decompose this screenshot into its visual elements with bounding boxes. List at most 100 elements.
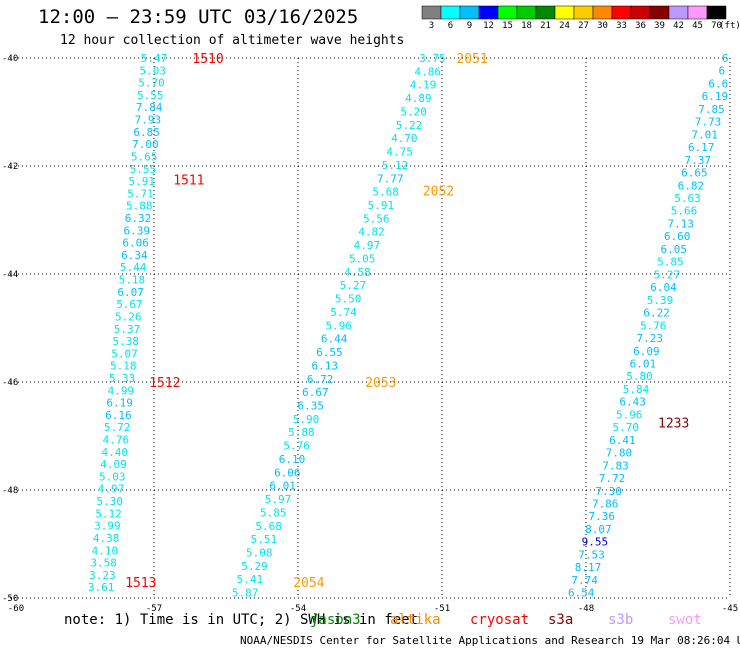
colorbar-swatch [687,5,708,20]
wave-height-value: 7.72 [599,472,626,485]
wave-height-value: 4.75 [386,146,413,159]
wave-height-value: 5.88 [288,426,315,439]
colorbar-swatch [516,5,537,20]
wave-height-value: 5.27 [654,268,681,281]
wave-height-value: 6.10 [279,453,306,466]
wave-height-value: 7.30 [595,485,622,498]
colorbar-label: 12 [483,21,494,31]
wave-height-value: 7.83 [602,459,629,472]
colorbar-label: 9 [466,21,473,31]
wave-height-value: 6.13 [312,359,339,372]
colorbar-label: 18 [521,21,532,31]
wave-height-value: 7.00 [132,138,159,151]
colorbar-label: 39 [654,21,665,31]
wave-height-value: 6.19 [702,90,729,103]
wave-height-value: 6.19 [106,397,133,410]
y-tick-label: -44 [2,270,18,280]
colorbar-swatch [706,5,727,20]
wave-height-value: 5.08 [246,547,273,560]
colorbar-label: 70 [711,21,722,31]
wave-height-value: 7.86 [592,498,619,511]
wave-height-value: 5.80 [626,370,653,383]
wave-height-value: 6.6 [708,77,728,90]
wave-height-value: 6.06 [274,466,301,479]
wave-height-value: 6.06 [122,237,149,250]
wave-height-value: 5.90 [293,413,320,426]
wave-height-value: 5.76 [283,440,310,453]
wave-height-value: 5.87 [232,587,259,600]
colorbar-swatch [535,5,556,20]
wave-height-value: 5.26 [115,310,142,323]
wave-height-value: 8.17 [575,561,602,574]
wave-height-value: 7.53 [578,548,605,561]
colorbar-swatch [459,5,480,20]
wave-height-value: 5.29 [241,560,268,573]
wave-height-value: 5.51 [251,533,278,546]
x-tick-label: -48 [578,604,594,614]
y-tick-label: -50 [2,594,18,604]
wave-height-value: 5.65 [131,150,158,163]
colorbar-label: 36 [635,21,646,31]
wave-height-value: 8.07 [585,523,612,536]
wave-height-value: 7.73 [695,116,722,129]
wave-height-value: 5.05 [349,252,376,265]
wave-height-value: 4.97 [98,483,125,496]
wave-height-value: 4.99 [108,384,135,397]
colorbar-swatch [554,5,575,20]
wave-height-value: 5.41 [237,573,264,586]
wave-height-value: 7.80 [606,447,633,460]
wave-height-value: 5.68 [255,520,282,533]
pass-label: 2054 [293,576,324,591]
pass-label: 1511 [173,174,204,189]
wave-height-value: 5.84 [623,383,650,396]
wave-height-value: 6.01 [269,480,296,493]
wave-height-value: 5.50 [335,293,362,306]
wave-height-value: 7.36 [589,510,616,523]
wave-height-value: 5.12 [382,159,409,172]
colorbar-swatch [497,5,518,20]
wave-height-value: 7.74 [571,574,598,587]
wave-height-value: 5.27 [340,279,367,292]
wave-height-value: 5.96 [326,319,353,332]
wave-height-value: 5.12 [95,507,122,520]
wave-height-value: 6.43 [619,396,646,409]
wave-height-value: 5.55 [137,89,164,102]
wave-height-value: 5.96 [616,408,643,421]
colorbar-swatch [630,5,651,20]
wave-height-value: 4.70 [391,132,418,145]
colorbar-label: 45 [692,21,703,31]
colorbar-swatch [649,5,670,20]
x-tick-label: -54 [290,604,306,614]
colorbar-swatch [421,5,442,20]
wave-height-value: 6.54 [568,587,595,600]
wave-height-value: 5.18 [110,360,137,373]
colorbar-label: 21 [540,21,551,31]
wave-height-value: 7.13 [667,217,694,230]
wave-height-value: 5.88 [126,200,153,213]
colorbar-label: 24 [559,21,570,31]
wave-height-value: 6.35 [297,399,324,412]
wave-height-value: 6.39 [124,224,151,237]
wave-height-value: 6.67 [302,386,329,399]
wave-height-value: 5.18 [119,274,146,287]
wave-height-value: 7.84 [136,101,163,114]
wave-height-value: 5.76 [640,319,667,332]
wave-height-value: 5.66 [671,205,698,218]
x-tick-label: -57 [146,604,162,614]
footer-note: note: 1) Time is in UTC; 2) SWH is in fe… [64,612,419,628]
wave-height-value: 5.97 [265,493,292,506]
pass-label: 1513 [125,576,156,591]
satellite-legend-item: s3b [608,612,634,628]
wave-height-value: 6.05 [661,243,688,256]
y-tick-label: -42 [2,162,18,172]
wave-height-value: 5.55 [130,163,157,176]
wave-height-value: 5.91 [368,199,395,212]
wave-height-value: 5.03 [99,470,126,483]
colorbar-swatch [668,5,689,20]
wave-height-value: 3.99 [94,520,121,533]
wave-height-value: 4.10 [92,544,119,557]
wave-height-value: 5.71 [127,187,154,200]
wave-height-value: 6.85 [133,126,160,139]
pass-label: 2052 [423,184,454,199]
colorbar-swatch [440,5,461,20]
